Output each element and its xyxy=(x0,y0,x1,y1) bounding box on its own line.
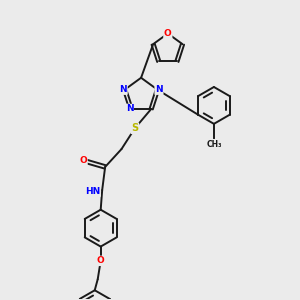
Text: O: O xyxy=(97,256,105,265)
Text: HN: HN xyxy=(85,187,100,196)
Text: N: N xyxy=(126,104,133,113)
Text: N: N xyxy=(119,85,127,94)
Text: O: O xyxy=(164,29,172,38)
Text: CH₃: CH₃ xyxy=(206,140,222,148)
Text: O: O xyxy=(79,156,87,165)
Text: N: N xyxy=(155,85,163,94)
Text: S: S xyxy=(131,123,138,133)
